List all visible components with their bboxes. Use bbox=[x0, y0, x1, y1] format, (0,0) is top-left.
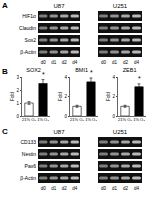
svg-text:4: 4 bbox=[112, 75, 115, 80]
svg-text:*: * bbox=[138, 75, 141, 82]
svg-text:Fold: Fold bbox=[106, 92, 111, 101]
svg-text:d4: d4 bbox=[134, 60, 140, 65]
svg-text:d1: d1 bbox=[51, 60, 57, 65]
svg-text:Fold: Fold bbox=[58, 92, 63, 101]
svg-text:Pax6: Pax6 bbox=[25, 163, 37, 169]
svg-text:SOX2: SOX2 bbox=[26, 68, 41, 73]
svg-text:2: 2 bbox=[64, 94, 67, 99]
svg-text:U87: U87 bbox=[53, 129, 65, 135]
svg-text:0: 0 bbox=[16, 114, 19, 119]
svg-text:21% O₂: 21% O₂ bbox=[22, 117, 36, 122]
svg-text:d2: d2 bbox=[123, 186, 129, 191]
svg-text:d4: d4 bbox=[72, 60, 78, 65]
svg-text:Nestin: Nestin bbox=[22, 151, 36, 157]
svg-text:A: A bbox=[2, 1, 8, 10]
svg-text:Sox2: Sox2 bbox=[25, 37, 37, 43]
svg-text:2: 2 bbox=[16, 88, 19, 93]
svg-text:3: 3 bbox=[16, 75, 19, 80]
svg-text:β-Actin: β-Actin bbox=[20, 49, 36, 55]
svg-text:β-Actin: β-Actin bbox=[20, 175, 36, 181]
svg-text:C: C bbox=[2, 127, 8, 136]
svg-text:d1: d1 bbox=[51, 186, 57, 191]
svg-text:Fold: Fold bbox=[10, 92, 15, 101]
svg-text:0: 0 bbox=[112, 114, 115, 119]
svg-text:U87: U87 bbox=[53, 3, 65, 9]
svg-text:d4: d4 bbox=[134, 186, 140, 191]
svg-text:HIF1α: HIF1α bbox=[22, 13, 36, 19]
svg-text:21% O₂: 21% O₂ bbox=[70, 117, 84, 122]
svg-text:d0: d0 bbox=[101, 186, 107, 191]
svg-text:1% O₂: 1% O₂ bbox=[37, 117, 49, 122]
svg-text:Claudin: Claudin bbox=[19, 25, 36, 31]
svg-text:U251: U251 bbox=[113, 3, 128, 9]
svg-text:ZEB1: ZEB1 bbox=[123, 68, 137, 73]
svg-text:BMI1: BMI1 bbox=[75, 68, 88, 73]
svg-text:B: B bbox=[2, 67, 8, 76]
svg-text:U251: U251 bbox=[113, 129, 128, 135]
svg-text:d0: d0 bbox=[41, 186, 47, 191]
svg-text:d1: d1 bbox=[112, 60, 118, 65]
svg-text:d2: d2 bbox=[62, 60, 68, 65]
svg-text:21% O₂: 21% O₂ bbox=[118, 117, 132, 122]
svg-text:d2: d2 bbox=[123, 60, 129, 65]
svg-text:0: 0 bbox=[64, 114, 67, 119]
svg-text:d4: d4 bbox=[72, 186, 78, 191]
svg-text:CD133: CD133 bbox=[20, 139, 36, 145]
svg-text:d2: d2 bbox=[62, 186, 68, 191]
svg-text:1% O₂: 1% O₂ bbox=[85, 117, 97, 122]
svg-text:*: * bbox=[42, 71, 45, 78]
svg-text:1: 1 bbox=[16, 101, 19, 106]
svg-text:2: 2 bbox=[112, 94, 115, 99]
svg-text:*: * bbox=[90, 69, 93, 76]
svg-text:d0: d0 bbox=[41, 60, 47, 65]
svg-text:d1: d1 bbox=[112, 186, 118, 191]
svg-text:4: 4 bbox=[64, 75, 67, 80]
svg-text:d0: d0 bbox=[101, 60, 107, 65]
svg-text:1% O₂: 1% O₂ bbox=[133, 117, 145, 122]
